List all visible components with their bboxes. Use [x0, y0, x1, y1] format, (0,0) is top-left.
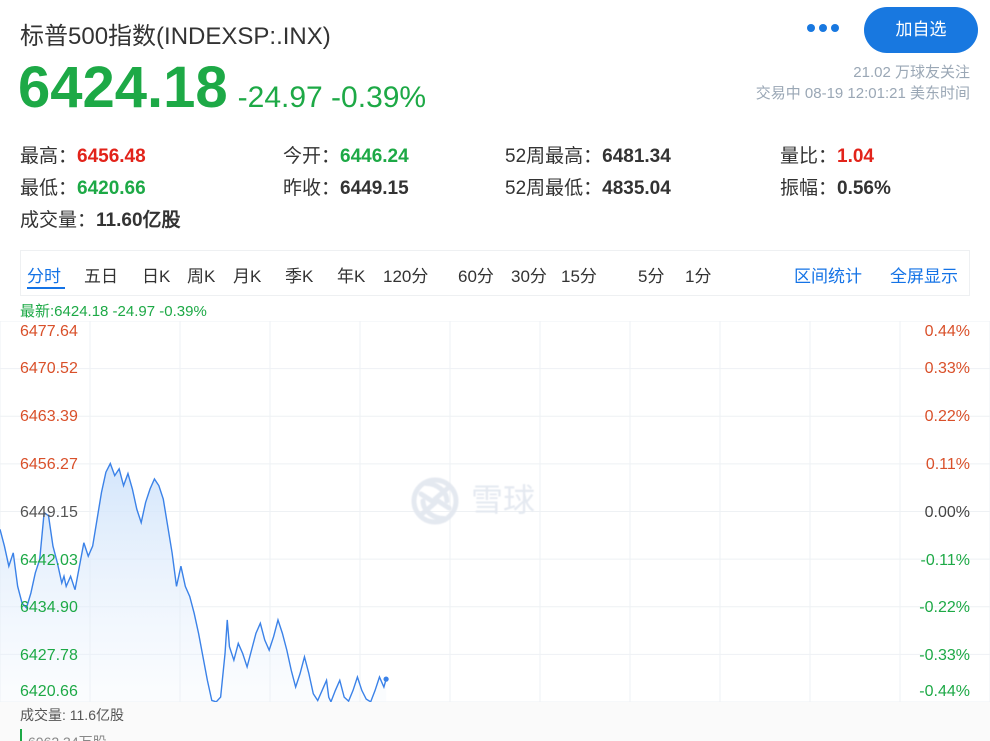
svg-text:雪球: 雪球: [471, 482, 535, 518]
